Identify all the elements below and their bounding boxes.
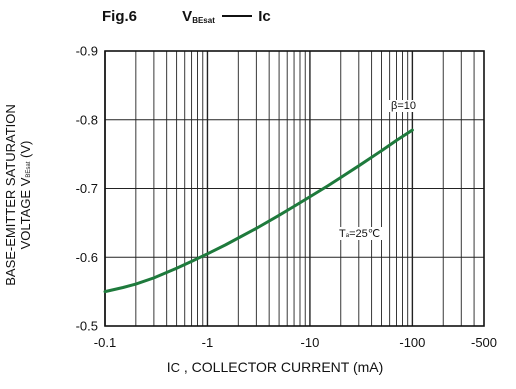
annotation-temp-sub: a: [345, 233, 350, 239]
x-tick-label: -0.1: [94, 335, 116, 350]
x-tick-label: -10: [301, 335, 320, 350]
annotation-beta-text: β=10: [391, 100, 416, 112]
y-tick-label: -0.5: [76, 319, 98, 334]
figure-title: Fig.6 VBEsat Ic: [102, 8, 271, 25]
y-tick-label: -0.7: [76, 181, 98, 196]
annotation-temperature: Ta=25℃: [336, 227, 384, 240]
plot-frame: [104, 50, 485, 327]
y-axis-label-subscript: BEsat: [26, 161, 32, 178]
x-axis-label: IC , COLLECTOR CURRENT (mA): [0, 359, 516, 375]
y-axis-label-line2: VOLTAGE VBEsat (V): [18, 104, 37, 286]
y-axis-label-unit: (V): [18, 140, 33, 162]
x-tick-label: -100: [399, 335, 425, 350]
annotation-temp-main: T: [339, 228, 346, 240]
title-symbol-subscript: BEsat: [192, 16, 215, 25]
y-tick-label: -0.9: [76, 44, 98, 59]
title-symbol: V: [182, 8, 193, 25]
title-dash: [222, 15, 253, 18]
annotation-beta: β=10: [388, 100, 419, 112]
y-axis-label-main: VOLTAGE V: [18, 177, 33, 250]
title-end: Ic: [258, 8, 271, 25]
x-tick-label: -1: [202, 335, 214, 350]
x-axis-label-main: I: [166, 359, 171, 375]
y-axis-label-line1: BASE-EMITTER SATURATION: [3, 104, 18, 286]
series-line: [103, 128, 414, 294]
annotation-temp-end: =25℃: [349, 228, 381, 240]
y-tick-label: -0.6: [76, 250, 98, 265]
x-tick-label: -500: [471, 335, 497, 350]
y-tick-label: -0.8: [76, 112, 98, 127]
x-axis-label-rest: , COLLECTOR CURRENT (mA): [180, 359, 384, 375]
x-axis-label-subscript: C: [170, 360, 180, 375]
figure-label: Fig.6: [102, 8, 138, 25]
